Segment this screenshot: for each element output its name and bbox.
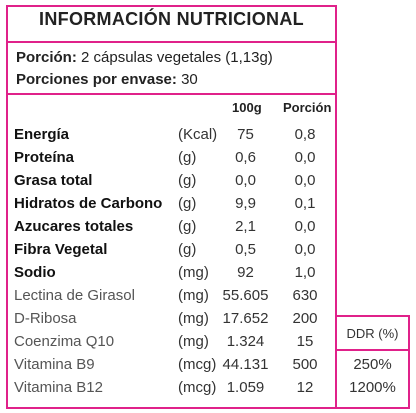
nutrient-unit: (g): [178, 172, 197, 189]
ddr-value: 1200%: [349, 379, 396, 396]
nutrient-value-100g: 0,5: [235, 241, 256, 258]
nutrient-name: Grasa total: [14, 172, 93, 189]
nutrient-value-porcion: 12: [296, 379, 314, 396]
nutrient-value-100g: 92: [237, 264, 254, 281]
nutrient-value-100g: 44.131: [222, 356, 269, 373]
ddr-divider: [335, 349, 410, 351]
nutrient-value-porcion: 1,0: [294, 264, 316, 281]
nutrient-table-box: [6, 93, 337, 409]
nutrient-unit: (mg): [178, 264, 209, 281]
ddr-box: [335, 315, 410, 409]
nutrient-unit: (mg): [178, 333, 209, 350]
nutrient-value-porcion: 0,0: [294, 149, 316, 166]
nutrient-value-porcion: 0,0: [294, 172, 316, 189]
nutrient-unit: (g): [178, 241, 197, 258]
portion-label: Porción:: [16, 49, 77, 66]
nutrient-name: Energía: [14, 126, 70, 143]
nutrient-name: Coenzima Q10: [14, 333, 115, 350]
nutrient-unit: (mg): [178, 287, 209, 304]
nutrient-name: D-Ribosa: [14, 310, 77, 327]
portion-value: 2 cápsulas vegetales (1,13g): [81, 49, 273, 66]
nutrient-value-100g: 1.324: [226, 333, 265, 350]
nutrient-unit: (mg): [178, 310, 209, 327]
nutrient-name: Hidratos de Carbono: [14, 195, 163, 212]
serving-portion-line: Porción: 2 cápsulas vegetales (1,13g): [16, 49, 273, 66]
nutrient-unit: (g): [178, 149, 197, 166]
nutrient-name: Azucares totales: [14, 218, 134, 235]
serving-per-container-line: Porciones por envase: 30: [16, 71, 198, 88]
nutrient-value-porcion: 0,0: [294, 241, 316, 258]
nutrient-unit: (mcg): [178, 379, 217, 396]
column-header-ddr: DDR (%): [346, 326, 399, 341]
nutrient-name: Proteína: [14, 149, 75, 166]
nutrient-value-100g: 9,9: [235, 195, 256, 212]
nutrient-unit: (Kcal): [178, 126, 218, 143]
nutrient-value-porcion: 15: [296, 333, 314, 350]
page-title: INFORMACIÓN NUTRICIONAL: [39, 9, 304, 29]
nutrient-name: Lectina de Girasol: [14, 287, 135, 304]
nutrient-value-100g: 55.605: [222, 287, 269, 304]
nutrient-value-porcion: 0,1: [294, 195, 316, 212]
nutrient-unit: (mcg): [178, 356, 217, 373]
nutrient-value-porcion: 0,8: [294, 126, 316, 143]
nutrient-name: Vitamina B12: [14, 379, 103, 396]
nutrient-value-100g: 17.652: [222, 310, 269, 327]
nutrient-value-porcion: 0,0: [294, 218, 316, 235]
nutrient-value-porcion: 500: [292, 356, 318, 373]
ddr-value: 250%: [353, 356, 392, 373]
per-container-value: 30: [181, 71, 198, 88]
nutrient-value-100g: 2,1: [235, 218, 256, 235]
nutrient-name: Fibra Vegetal: [14, 241, 108, 258]
nutrient-unit: (g): [178, 195, 197, 212]
nutrient-value-100g: 75: [237, 126, 254, 143]
nutrient-value-100g: 0,6: [235, 149, 256, 166]
column-header-100g: 100g: [232, 100, 262, 115]
per-container-label: Porciones por envase:: [16, 71, 177, 88]
nutrient-unit: (g): [178, 218, 197, 235]
nutrient-value-100g: 1.059: [226, 379, 265, 396]
nutrient-value-porcion: 630: [292, 287, 318, 304]
nutrient-name: Sodio: [14, 264, 56, 281]
column-header-porcion: Porción: [283, 100, 332, 115]
nutrient-value-porcion: 200: [292, 310, 318, 327]
nutrient-name: Vitamina B9: [14, 356, 95, 373]
nutrient-value-100g: 0,0: [235, 172, 256, 189]
